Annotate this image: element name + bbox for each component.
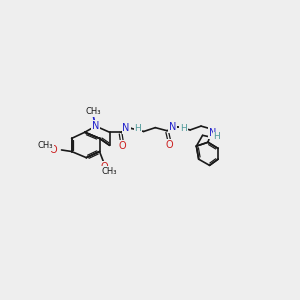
Text: H: H [180, 124, 187, 133]
Text: CH₃: CH₃ [38, 141, 53, 150]
Text: N: N [92, 121, 99, 131]
Text: H: H [213, 132, 220, 141]
Text: O: O [100, 162, 108, 172]
Text: H: H [134, 124, 141, 133]
Text: CH₃: CH₃ [85, 107, 101, 116]
Text: N: N [122, 123, 130, 134]
Text: O: O [50, 145, 58, 155]
Text: CH₃: CH₃ [102, 167, 117, 176]
Text: O: O [118, 141, 126, 151]
Text: O: O [165, 140, 173, 150]
Text: N: N [169, 122, 176, 132]
Text: N: N [209, 128, 216, 138]
